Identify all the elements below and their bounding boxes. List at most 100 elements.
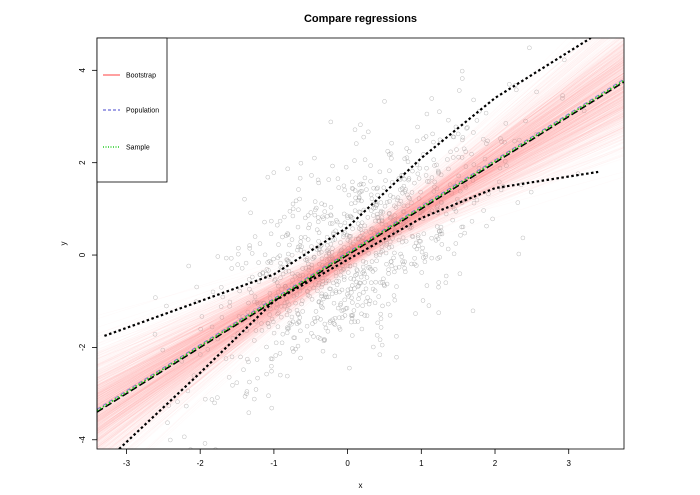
bootstrap-line xyxy=(97,68,624,445)
bootstrap-line xyxy=(97,106,624,416)
bootstrap-line xyxy=(97,106,624,379)
data-point xyxy=(275,289,281,295)
data-point xyxy=(348,214,354,220)
bootstrap-line xyxy=(97,61,624,444)
data-point xyxy=(445,246,451,252)
bootstrap-line xyxy=(97,115,624,371)
data-point xyxy=(290,206,296,212)
bootstrap-line xyxy=(122,38,587,449)
data-point xyxy=(268,231,274,237)
bootstrap-line xyxy=(97,126,624,364)
bootstrap-line xyxy=(97,104,624,395)
data-point xyxy=(160,347,166,353)
bootstrap-line xyxy=(97,76,624,398)
data-point xyxy=(384,199,390,205)
bootstrap-line xyxy=(97,101,624,379)
bootstrap-line xyxy=(97,97,624,400)
data-point xyxy=(257,272,263,277)
bootstrap-line xyxy=(97,94,624,389)
data-point xyxy=(394,334,399,339)
data-point xyxy=(403,239,409,244)
data-point xyxy=(362,157,368,162)
data-point xyxy=(323,292,328,297)
bootstrap-line xyxy=(97,96,624,396)
data-point xyxy=(500,184,506,189)
data-point xyxy=(322,272,328,277)
bootstrap-line xyxy=(97,88,624,417)
data-point xyxy=(419,249,425,255)
data-point xyxy=(309,331,314,336)
bootstrap-line xyxy=(97,116,624,373)
data-point xyxy=(346,192,352,198)
bootstrap-line xyxy=(97,105,624,393)
data-point xyxy=(332,353,338,359)
data-point xyxy=(451,155,456,160)
data-point xyxy=(407,149,412,154)
data-point xyxy=(333,270,339,275)
data-point xyxy=(434,186,440,191)
data-point xyxy=(264,267,270,272)
bootstrap-line xyxy=(97,80,624,428)
bootstrap-line xyxy=(117,38,593,449)
data-point xyxy=(260,270,266,275)
data-point xyxy=(357,280,362,286)
data-point xyxy=(332,322,338,327)
bootstrap-line xyxy=(97,83,624,421)
bootstrap-line xyxy=(97,65,624,397)
data-point xyxy=(374,333,380,338)
data-point xyxy=(286,325,292,331)
data-point xyxy=(247,277,252,282)
bootstrap-line xyxy=(97,75,624,411)
data-point xyxy=(399,254,405,259)
bootstrap-line xyxy=(97,51,624,433)
data-point xyxy=(350,179,355,185)
data-point xyxy=(481,136,486,142)
bootstrap-line xyxy=(97,79,624,404)
data-point xyxy=(402,176,407,182)
data-point xyxy=(153,295,158,300)
bootstrap-line xyxy=(97,105,624,374)
data-point xyxy=(504,163,509,168)
bootstrap-line xyxy=(97,71,624,413)
data-point xyxy=(179,448,182,449)
bootstrap-line xyxy=(97,69,624,432)
data-point xyxy=(396,264,402,270)
bootstrap-line xyxy=(97,91,624,395)
data-point xyxy=(359,188,365,194)
data-point xyxy=(436,280,441,285)
data-point xyxy=(470,178,476,183)
data-point xyxy=(283,269,289,274)
bootstrap-line xyxy=(97,83,624,431)
bootstrap-line xyxy=(97,96,624,390)
bootstrap-line xyxy=(97,95,624,402)
bootstrap-line xyxy=(97,49,624,427)
data-point xyxy=(451,134,457,140)
data-point xyxy=(316,239,321,244)
data-point xyxy=(396,237,402,243)
data-point xyxy=(375,214,381,220)
data-point xyxy=(434,234,439,239)
bootstrap-line xyxy=(97,78,624,444)
data-point xyxy=(333,228,338,234)
data-point xyxy=(481,208,486,213)
bootstrap-line xyxy=(97,94,624,392)
data-point xyxy=(295,244,301,250)
bootstrap-line xyxy=(97,43,624,438)
data-point xyxy=(236,245,241,251)
bootstrap-line xyxy=(97,88,624,395)
data-point xyxy=(381,185,387,190)
bootstrap-line xyxy=(97,78,624,437)
bootstrap-line xyxy=(97,94,624,412)
bootstrap-line xyxy=(97,90,624,409)
bootstrap-line xyxy=(97,87,624,416)
data-point xyxy=(375,320,380,326)
data-point xyxy=(297,273,302,279)
bootstrap-line xyxy=(97,116,624,392)
bootstrap-line xyxy=(97,109,624,397)
bootstrap-line xyxy=(97,112,624,409)
bootstrap-line xyxy=(97,115,624,400)
bootstrap-line xyxy=(97,78,624,404)
bootstrap-line xyxy=(97,126,624,397)
bootstrap-line xyxy=(97,75,624,406)
